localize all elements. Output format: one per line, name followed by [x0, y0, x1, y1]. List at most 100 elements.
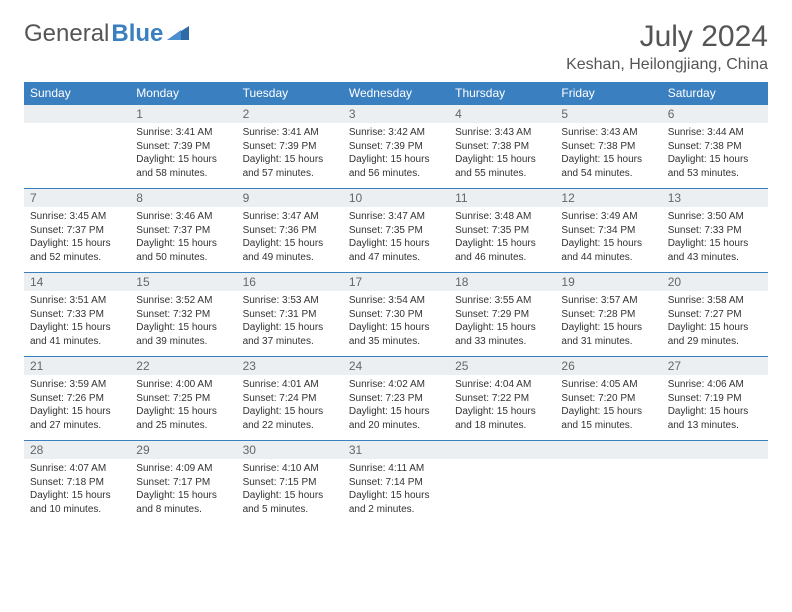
day-details: Sunrise: 3:53 AMSunset: 7:31 PMDaylight:…: [237, 291, 343, 356]
day-details: Sunrise: 3:41 AMSunset: 7:39 PMDaylight:…: [130, 123, 236, 188]
day-details: Sunrise: 4:06 AMSunset: 7:19 PMDaylight:…: [662, 375, 768, 440]
day-details: Sunrise: 4:04 AMSunset: 7:22 PMDaylight:…: [449, 375, 555, 440]
month-title: July 2024: [566, 20, 768, 54]
day-number: 24: [343, 357, 449, 375]
day-cell: 1Sunrise: 3:41 AMSunset: 7:39 PMDaylight…: [130, 105, 236, 189]
day-number: 9: [237, 189, 343, 207]
day-cell: [449, 441, 555, 525]
day-number: 7: [24, 189, 130, 207]
day-number: 3: [343, 105, 449, 123]
day-cell: 22Sunrise: 4:00 AMSunset: 7:25 PMDayligh…: [130, 357, 236, 441]
day-cell: 9Sunrise: 3:47 AMSunset: 7:36 PMDaylight…: [237, 189, 343, 273]
title-block: July 2024 Keshan, Heilongjiang, China: [566, 20, 768, 74]
day-cell: 10Sunrise: 3:47 AMSunset: 7:35 PMDayligh…: [343, 189, 449, 273]
day-details: Sunrise: 4:05 AMSunset: 7:20 PMDaylight:…: [555, 375, 661, 440]
day-number: 5: [555, 105, 661, 123]
day-header-saturday: Saturday: [662, 82, 768, 105]
day-number: 16: [237, 273, 343, 291]
day-empty: [449, 459, 555, 513]
day-number: 6: [662, 105, 768, 123]
location-text: Keshan, Heilongjiang, China: [566, 56, 768, 74]
day-details: Sunrise: 3:52 AMSunset: 7:32 PMDaylight:…: [130, 291, 236, 356]
day-cell: 16Sunrise: 3:53 AMSunset: 7:31 PMDayligh…: [237, 273, 343, 357]
day-details: Sunrise: 3:43 AMSunset: 7:38 PMDaylight:…: [449, 123, 555, 188]
day-number: 2: [237, 105, 343, 123]
day-cell: 2Sunrise: 3:41 AMSunset: 7:39 PMDaylight…: [237, 105, 343, 189]
page-header: GeneralBlue July 2024 Keshan, Heilongjia…: [24, 20, 768, 74]
day-number: 28: [24, 441, 130, 459]
logo-text-1: General: [24, 20, 109, 48]
day-header-friday: Friday: [555, 82, 661, 105]
day-cell: [24, 105, 130, 189]
day-details: Sunrise: 4:11 AMSunset: 7:14 PMDaylight:…: [343, 459, 449, 524]
week-row: 1Sunrise: 3:41 AMSunset: 7:39 PMDaylight…: [24, 105, 768, 189]
day-number: 14: [24, 273, 130, 291]
day-cell: 14Sunrise: 3:51 AMSunset: 7:33 PMDayligh…: [24, 273, 130, 357]
logo: GeneralBlue: [24, 20, 189, 48]
day-number: 12: [555, 189, 661, 207]
day-number: 22: [130, 357, 236, 375]
day-number: 21: [24, 357, 130, 375]
day-details: Sunrise: 3:47 AMSunset: 7:36 PMDaylight:…: [237, 207, 343, 272]
day-details: Sunrise: 3:44 AMSunset: 7:38 PMDaylight:…: [662, 123, 768, 188]
day-cell: 5Sunrise: 3:43 AMSunset: 7:38 PMDaylight…: [555, 105, 661, 189]
day-details: Sunrise: 3:50 AMSunset: 7:33 PMDaylight:…: [662, 207, 768, 272]
day-empty: [24, 123, 130, 177]
day-empty: [555, 459, 661, 513]
day-details: Sunrise: 3:42 AMSunset: 7:39 PMDaylight:…: [343, 123, 449, 188]
day-number-empty: [449, 441, 555, 459]
day-details: Sunrise: 4:02 AMSunset: 7:23 PMDaylight:…: [343, 375, 449, 440]
day-cell: 25Sunrise: 4:04 AMSunset: 7:22 PMDayligh…: [449, 357, 555, 441]
day-details: Sunrise: 3:58 AMSunset: 7:27 PMDaylight:…: [662, 291, 768, 356]
logo-text-2: Blue: [111, 20, 163, 48]
day-details: Sunrise: 4:10 AMSunset: 7:15 PMDaylight:…: [237, 459, 343, 524]
day-number: 1: [130, 105, 236, 123]
day-cell: 30Sunrise: 4:10 AMSunset: 7:15 PMDayligh…: [237, 441, 343, 525]
day-details: Sunrise: 3:48 AMSunset: 7:35 PMDaylight:…: [449, 207, 555, 272]
day-details: Sunrise: 3:49 AMSunset: 7:34 PMDaylight:…: [555, 207, 661, 272]
day-number-empty: [662, 441, 768, 459]
day-details: Sunrise: 4:09 AMSunset: 7:17 PMDaylight:…: [130, 459, 236, 524]
day-number: 31: [343, 441, 449, 459]
day-details: Sunrise: 3:54 AMSunset: 7:30 PMDaylight:…: [343, 291, 449, 356]
week-row: 7Sunrise: 3:45 AMSunset: 7:37 PMDaylight…: [24, 189, 768, 273]
day-cell: 6Sunrise: 3:44 AMSunset: 7:38 PMDaylight…: [662, 105, 768, 189]
day-details: Sunrise: 3:46 AMSunset: 7:37 PMDaylight:…: [130, 207, 236, 272]
day-number-empty: [555, 441, 661, 459]
day-cell: 4Sunrise: 3:43 AMSunset: 7:38 PMDaylight…: [449, 105, 555, 189]
day-cell: 8Sunrise: 3:46 AMSunset: 7:37 PMDaylight…: [130, 189, 236, 273]
day-cell: [662, 441, 768, 525]
day-empty: [662, 459, 768, 513]
day-header-monday: Monday: [130, 82, 236, 105]
day-number: 17: [343, 273, 449, 291]
day-number: 26: [555, 357, 661, 375]
day-cell: 27Sunrise: 4:06 AMSunset: 7:19 PMDayligh…: [662, 357, 768, 441]
day-number: 10: [343, 189, 449, 207]
week-row: 28Sunrise: 4:07 AMSunset: 7:18 PMDayligh…: [24, 441, 768, 525]
day-details: Sunrise: 3:41 AMSunset: 7:39 PMDaylight:…: [237, 123, 343, 188]
day-details: Sunrise: 3:51 AMSunset: 7:33 PMDaylight:…: [24, 291, 130, 356]
day-header-sunday: Sunday: [24, 82, 130, 105]
day-number: 4: [449, 105, 555, 123]
day-cell: 7Sunrise: 3:45 AMSunset: 7:37 PMDaylight…: [24, 189, 130, 273]
day-number-empty: [24, 105, 130, 123]
day-cell: 19Sunrise: 3:57 AMSunset: 7:28 PMDayligh…: [555, 273, 661, 357]
day-header-row: SundayMondayTuesdayWednesdayThursdayFrid…: [24, 82, 768, 105]
day-number: 13: [662, 189, 768, 207]
day-number: 19: [555, 273, 661, 291]
day-details: Sunrise: 3:55 AMSunset: 7:29 PMDaylight:…: [449, 291, 555, 356]
day-header-thursday: Thursday: [449, 82, 555, 105]
day-cell: 26Sunrise: 4:05 AMSunset: 7:20 PMDayligh…: [555, 357, 661, 441]
day-details: Sunrise: 3:59 AMSunset: 7:26 PMDaylight:…: [24, 375, 130, 440]
day-details: Sunrise: 3:43 AMSunset: 7:38 PMDaylight:…: [555, 123, 661, 188]
day-cell: 28Sunrise: 4:07 AMSunset: 7:18 PMDayligh…: [24, 441, 130, 525]
day-number: 27: [662, 357, 768, 375]
day-details: Sunrise: 4:07 AMSunset: 7:18 PMDaylight:…: [24, 459, 130, 524]
day-cell: [555, 441, 661, 525]
day-number: 20: [662, 273, 768, 291]
day-number: 18: [449, 273, 555, 291]
day-number: 29: [130, 441, 236, 459]
day-details: Sunrise: 3:45 AMSunset: 7:37 PMDaylight:…: [24, 207, 130, 272]
day-cell: 31Sunrise: 4:11 AMSunset: 7:14 PMDayligh…: [343, 441, 449, 525]
day-details: Sunrise: 3:57 AMSunset: 7:28 PMDaylight:…: [555, 291, 661, 356]
